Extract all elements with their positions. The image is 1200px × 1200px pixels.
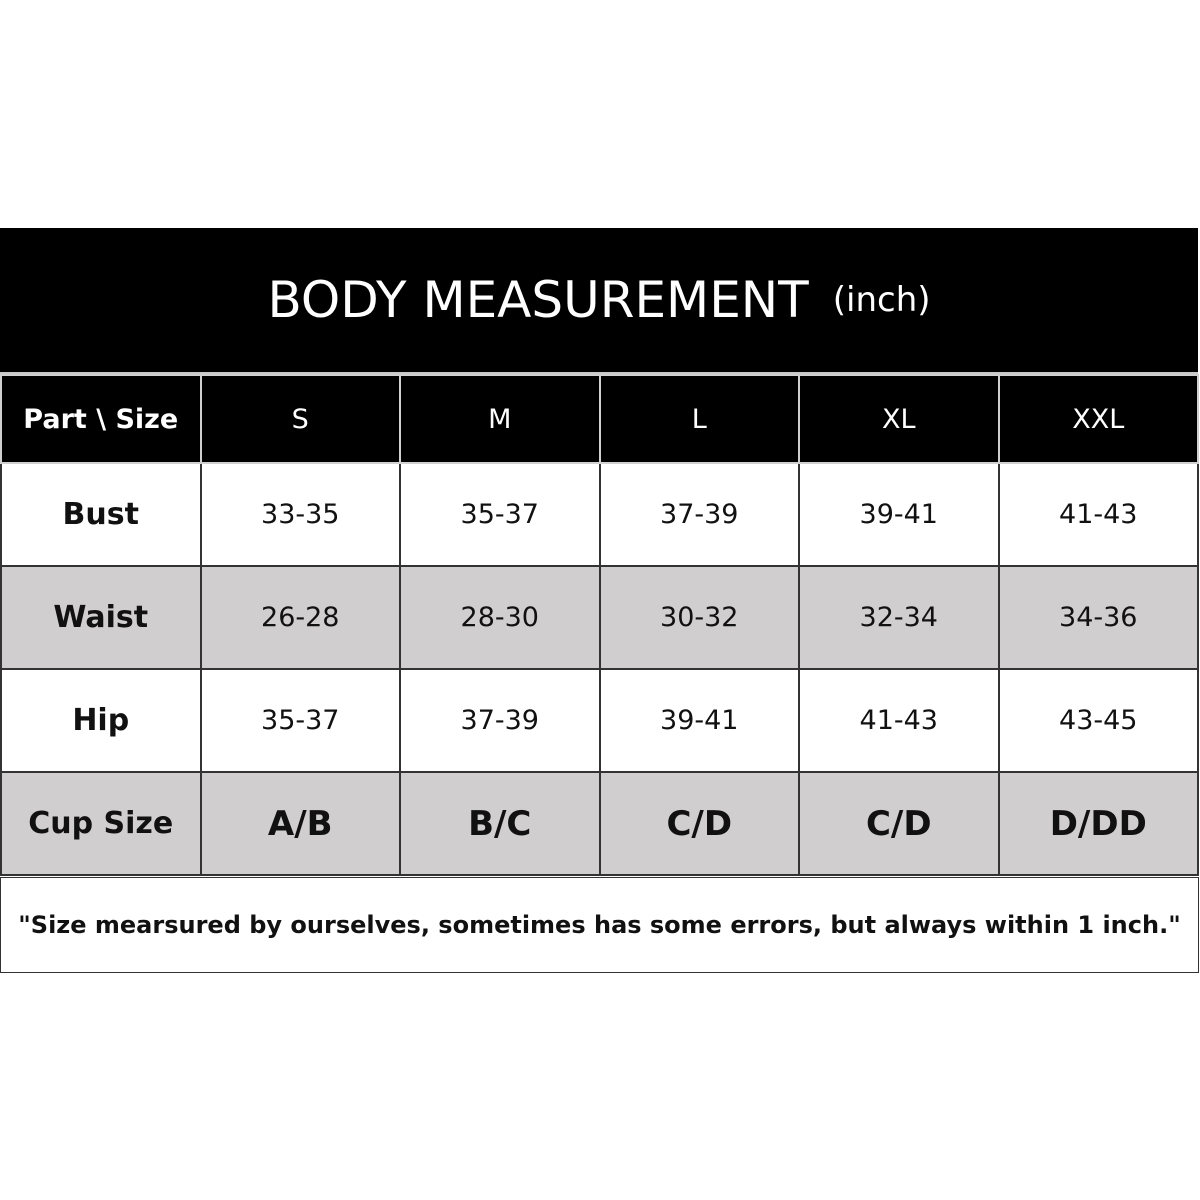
row-label: Waist	[0, 565, 202, 670]
size-header: M	[399, 374, 601, 464]
table-cell: 28-30	[399, 565, 601, 670]
table-row: Cup Size A/B B/C C/D C/D D/DD	[0, 771, 1199, 876]
size-header: XL	[798, 374, 1000, 464]
size-note: "Size mearsured by ourselves, sometimes …	[0, 877, 1199, 973]
table-cell: 34-36	[997, 565, 1199, 670]
chart-title: BODY MEASUREMENT (inch)	[0, 228, 1198, 374]
table-cell: 37-39	[598, 462, 800, 567]
table-cell: 32-34	[798, 565, 1000, 670]
title-text: BODY MEASUREMENT	[267, 271, 809, 329]
table-row: Bust 33-35 35-37 37-39 39-41 41-43	[0, 462, 1199, 567]
table-cell: 39-41	[598, 668, 800, 773]
header-row: Part \ Size S M L XL XXL	[0, 374, 1199, 464]
table-row: Hip 35-37 37-39 39-41 41-43 43-45	[0, 668, 1199, 773]
table-cell: C/D	[798, 771, 1000, 876]
table-cell: 30-32	[598, 565, 800, 670]
table-cell: 35-37	[399, 462, 601, 567]
row-label: Bust	[0, 462, 202, 567]
table-cell: 43-45	[997, 668, 1199, 773]
table-cell: 26-28	[199, 565, 401, 670]
row-label: Cup Size	[0, 771, 202, 876]
title-unit: (inch)	[832, 280, 931, 320]
table-cell: D/DD	[997, 771, 1199, 876]
table-cell: C/D	[598, 771, 800, 876]
corner-header: Part \ Size	[0, 374, 202, 464]
table-cell: 41-43	[798, 668, 1000, 773]
table-cell: B/C	[399, 771, 601, 876]
size-header: XXL	[997, 374, 1199, 464]
table-cell: A/B	[199, 771, 401, 876]
table-cell: 37-39	[399, 668, 601, 773]
table-row: Waist 26-28 28-30 30-32 32-34 34-36	[0, 565, 1199, 670]
table-cell: 41-43	[997, 462, 1199, 567]
size-table: Part \ Size S M L XL XXL Bust 33-35 35-37 3…	[0, 374, 1199, 876]
table-cell: 35-37	[199, 668, 401, 773]
table-cell: 33-35	[199, 462, 401, 567]
size-header: S	[199, 374, 401, 464]
row-label: Hip	[0, 668, 202, 773]
size-header: L	[598, 374, 800, 464]
table-cell: 39-41	[798, 462, 1000, 567]
